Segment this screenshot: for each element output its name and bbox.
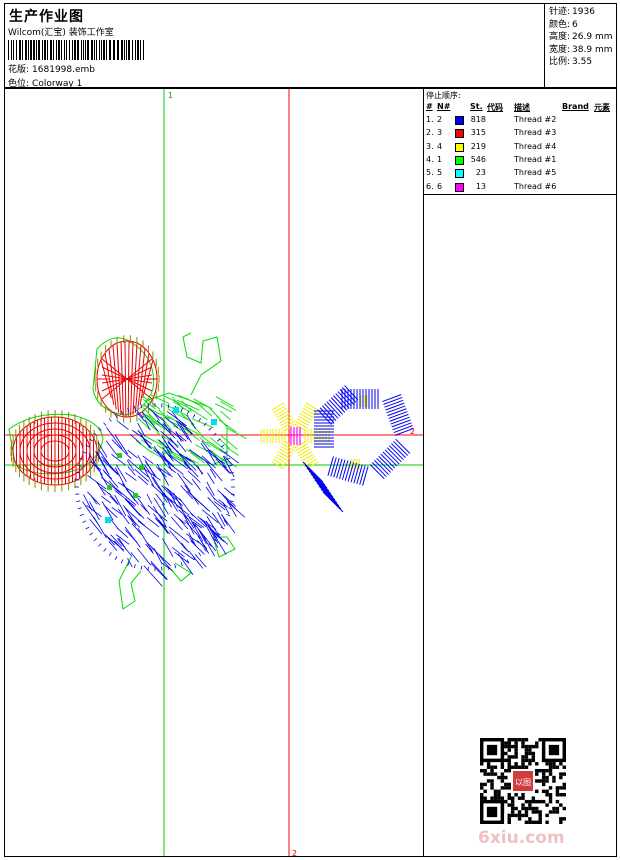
stat-value: 1936 bbox=[572, 7, 595, 17]
stat-height: 高度: 26.9 mm bbox=[549, 31, 616, 44]
colorway-value: Colorway 1 bbox=[32, 79, 83, 89]
row-num: 3. bbox=[426, 141, 434, 151]
row-num: 1. bbox=[426, 115, 434, 124]
row-n: 2 bbox=[437, 115, 443, 124]
stop-sequence-row: 5. 5 23 Thread #5 bbox=[424, 168, 616, 181]
thread-color-swatch bbox=[455, 142, 464, 152]
design-value: 1681998.emb bbox=[32, 65, 96, 75]
row-description: Thread #3 bbox=[514, 128, 557, 138]
sheet-title: 生产作业图 bbox=[9, 9, 84, 25]
stat-colors: 颜色: 6 bbox=[549, 19, 616, 32]
design-label: 花版: bbox=[8, 65, 30, 75]
company-name: Wilcom(汇宝) 装饰工作室 bbox=[8, 28, 114, 38]
blank-panel bbox=[423, 194, 617, 857]
design-field: 花版: 1681998.emb bbox=[8, 62, 95, 75]
embroidery-preview: 1 2 2 bbox=[5, 89, 423, 857]
stop-sequence-row: 2. 3 315 Thread #3 bbox=[424, 128, 616, 141]
magenta-center bbox=[290, 427, 301, 445]
thread-color-swatch bbox=[455, 116, 464, 125]
yellow-flower bbox=[260, 395, 370, 470]
stat-label: 针迹: bbox=[549, 7, 571, 17]
watermark: 6xiu.com bbox=[478, 828, 565, 848]
col-n: N# bbox=[437, 102, 451, 111]
stop-sequence-row: 1. 2 818 Thread #2 bbox=[424, 115, 616, 128]
stat-label: 高度: bbox=[549, 32, 571, 42]
stat-value: 3.55 bbox=[572, 57, 593, 67]
row-n: 4 bbox=[437, 141, 443, 151]
thread-color-swatch bbox=[455, 155, 464, 165]
stats-panel: 针迹: 1936 颜色: 6 高度: 26.9 mm 宽度: 38.9 mm 比例: 3.… bbox=[544, 3, 617, 88]
thread-color-swatch bbox=[455, 129, 464, 139]
stat-label: 宽度: bbox=[549, 44, 571, 55]
red-h-axis-label: 2 bbox=[410, 427, 415, 436]
row-n: 5 bbox=[437, 168, 443, 178]
col-num: # bbox=[426, 102, 433, 111]
red-axis-label: 2 bbox=[292, 849, 297, 857]
col-element: 元素 bbox=[594, 103, 610, 112]
row-n: 1 bbox=[437, 154, 443, 164]
row-n: 6 bbox=[437, 181, 443, 191]
stat-stitches: 针迹: 1936 bbox=[549, 6, 616, 19]
row-stitches: 818 bbox=[470, 115, 486, 124]
red-left-ellipse bbox=[12, 416, 98, 486]
thread-color-swatch bbox=[455, 182, 464, 192]
blue-body-fill bbox=[75, 403, 246, 587]
stat-label: 颜色: bbox=[549, 19, 571, 30]
stop-sequence-row: 6. 6 13 Thread #6 bbox=[424, 182, 616, 195]
row-description: Thread #4 bbox=[514, 141, 557, 151]
col-code: 代码 bbox=[487, 103, 503, 112]
design-canvas: 1 2 2 bbox=[4, 88, 424, 857]
qr-code: 以图 bbox=[480, 738, 566, 824]
row-num: 2. bbox=[426, 128, 434, 138]
green-axis-label: 1 bbox=[168, 91, 173, 100]
stop-sequence-row: 4. 1 546 Thread #1 bbox=[424, 155, 616, 168]
colorway-label: 色位: bbox=[8, 79, 30, 89]
barcode bbox=[8, 40, 144, 60]
row-stitches: 315 bbox=[470, 128, 486, 138]
row-stitches: 13 bbox=[475, 181, 486, 191]
colorway-field: 色位: Colorway 1 bbox=[8, 76, 82, 89]
thread-color-swatch bbox=[455, 169, 464, 179]
col-brand: Brand bbox=[562, 102, 589, 111]
header-info-panel: 生产作业图 Wilcom(汇宝) 装饰工作室 花版: 1681998.emb 色位… bbox=[4, 3, 545, 89]
col-desc: 描述 bbox=[514, 103, 530, 112]
stat-scale: 比例: 3.55 bbox=[549, 56, 616, 69]
stat-width: 宽度: 38.9 mm bbox=[549, 44, 616, 57]
row-description: Thread #6 bbox=[514, 181, 557, 191]
cyan-spots bbox=[105, 407, 217, 523]
row-stitches: 219 bbox=[470, 141, 486, 151]
stat-value: 6 bbox=[572, 19, 578, 30]
stop-sequence-title: 停止顺序: bbox=[426, 91, 461, 100]
green-spots bbox=[107, 453, 144, 498]
stop-sequence-row: 3. 4 219 Thread #4 bbox=[424, 142, 616, 155]
stat-value: 26.9 mm bbox=[572, 32, 613, 42]
row-description: Thread #1 bbox=[514, 154, 557, 164]
stat-value: 38.9 mm bbox=[572, 44, 613, 55]
row-num: 6. bbox=[426, 181, 434, 191]
olive-edge-stitches bbox=[10, 335, 160, 492]
row-description: Thread #5 bbox=[514, 168, 557, 178]
row-num: 4. bbox=[426, 154, 434, 164]
blue-flower bbox=[302, 385, 414, 513]
row-n: 3 bbox=[437, 128, 443, 138]
stop-sequence-panel: 停止顺序: # N# St. 代码 描述 Brand 元素 1. 2 818 Thre… bbox=[423, 88, 617, 195]
stat-label: 比例: bbox=[549, 57, 571, 67]
red-top-ellipse bbox=[96, 340, 158, 418]
row-description: Thread #2 bbox=[514, 115, 557, 124]
row-num: 5. bbox=[426, 168, 434, 178]
row-stitches: 546 bbox=[470, 154, 486, 164]
row-stitches: 23 bbox=[475, 168, 486, 178]
col-st: St. bbox=[470, 102, 483, 111]
stop-sequence-header: # N# St. 代码 描述 Brand 元素 bbox=[424, 102, 616, 114]
qr-badge-text: 以图 bbox=[515, 778, 531, 787]
green-fill bbox=[135, 394, 247, 468]
